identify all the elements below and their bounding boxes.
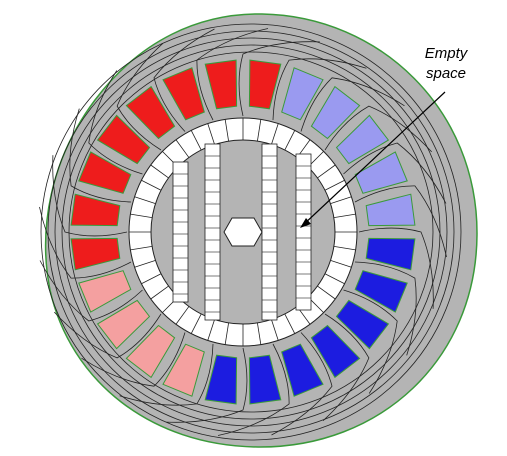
- rotor-bar: [205, 144, 220, 320]
- rotor-bar: [262, 144, 277, 320]
- motor-diagram: Empty space: [0, 0, 507, 456]
- rotor-bar: [296, 154, 311, 310]
- annotation-line: space: [426, 65, 466, 82]
- rotor-bar: [173, 162, 188, 302]
- annotation-line: Empty: [425, 45, 469, 62]
- shaft: [224, 218, 262, 246]
